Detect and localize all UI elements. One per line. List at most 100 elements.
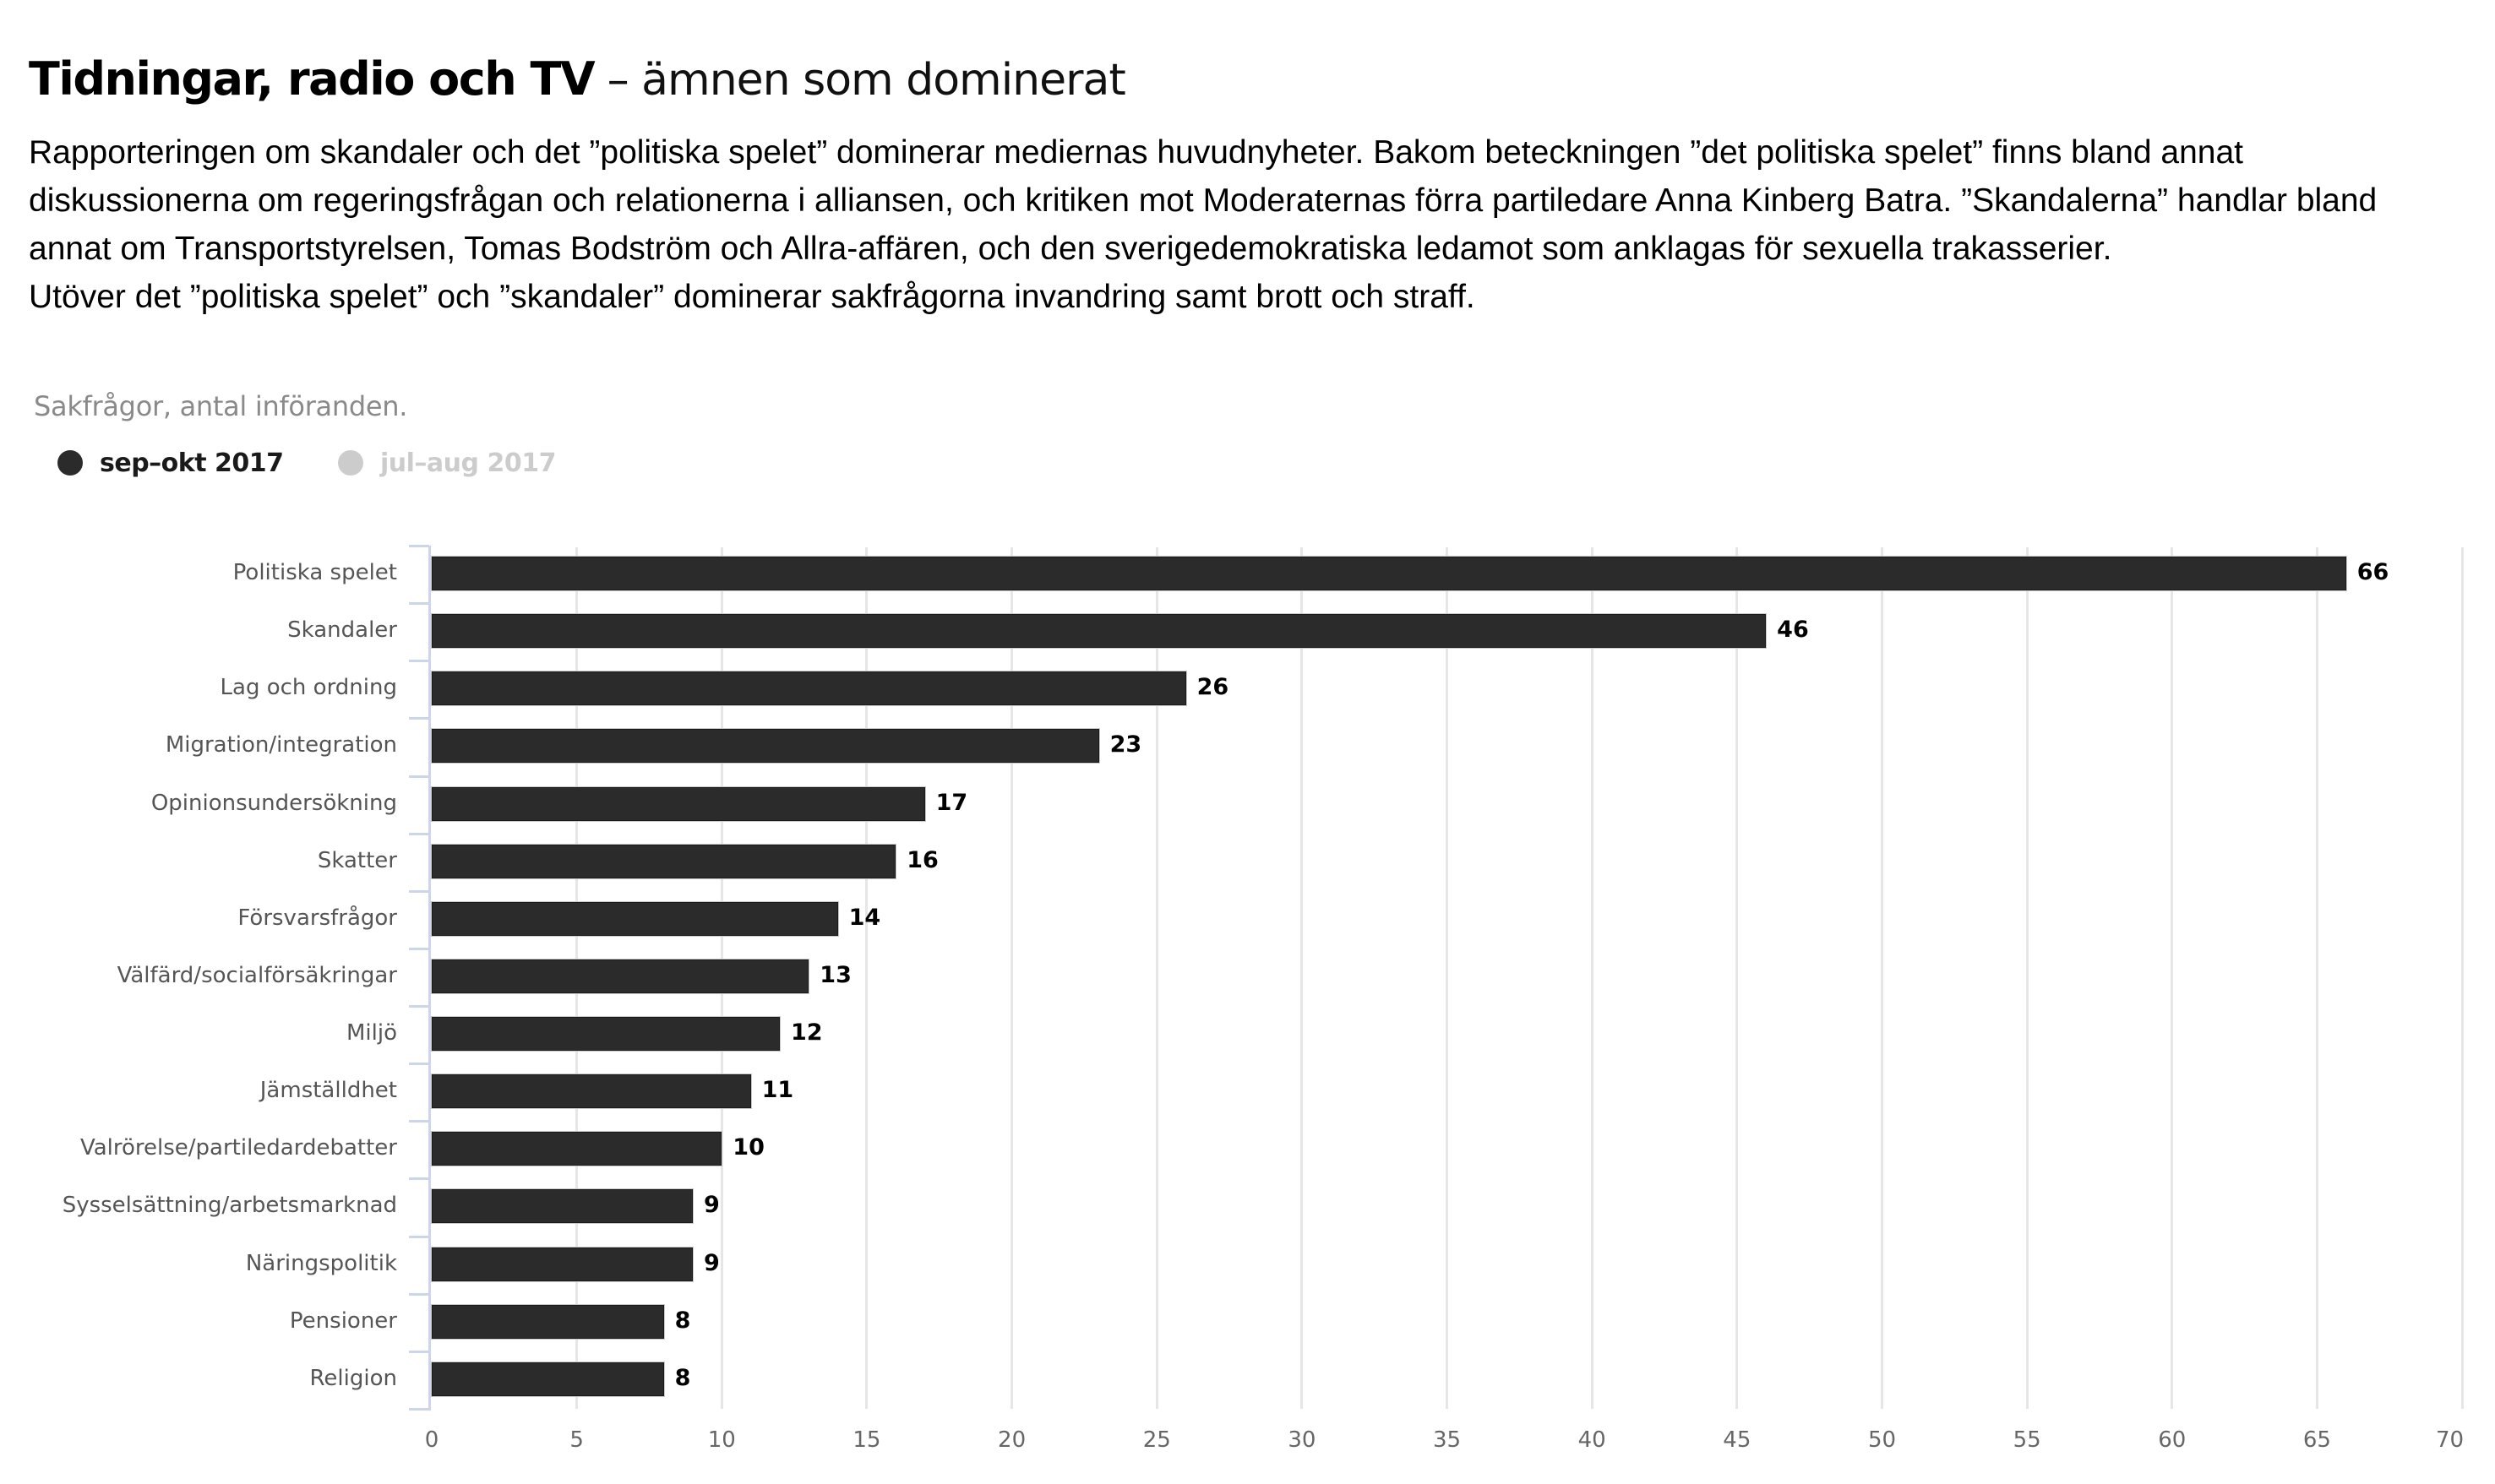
data-label: 11 (761, 1077, 794, 1104)
x-axis-label: 70 (2436, 1427, 2465, 1453)
data-label: 46 (1777, 617, 1809, 644)
gridline (1155, 547, 1158, 1409)
bar[interactable] (432, 1247, 693, 1281)
category-label: Skandaler (287, 617, 397, 644)
intro-text: Rapporteringen om skandaler och det ”pol… (29, 128, 2377, 321)
y-axis-tick (409, 889, 429, 893)
x-axis-label: 55 (2013, 1427, 2041, 1453)
bar[interactable] (432, 1017, 780, 1052)
x-axis-label: 40 (1577, 1427, 1606, 1453)
intro-line: annat om Transportstyrelsen, Tomas Bodst… (29, 231, 2112, 267)
category-label: Lag och ordning (220, 675, 397, 701)
category-label: Politiska spelet (232, 560, 397, 586)
x-axis-label: 25 (1142, 1427, 1171, 1453)
data-label: 10 (733, 1134, 765, 1161)
x-axis-label: 5 (569, 1427, 584, 1453)
data-label: 8 (674, 1307, 691, 1334)
gridline (1446, 547, 1449, 1409)
bar[interactable] (432, 959, 809, 993)
x-axis-label: 50 (1867, 1427, 1897, 1453)
gridline (1590, 547, 1593, 1409)
y-axis-tick (409, 602, 429, 606)
bar[interactable] (432, 671, 1186, 706)
x-axis-label: 35 (1433, 1427, 1462, 1453)
data-label: 8 (674, 1364, 691, 1391)
bar[interactable] (432, 786, 925, 821)
legend-label: sep–okt 2017 (100, 448, 284, 478)
x-axis-label: 10 (707, 1427, 736, 1453)
y-axis-tick (409, 1235, 429, 1238)
y-axis-tick (409, 1350, 429, 1353)
gridline (865, 547, 869, 1409)
bar[interactable] (432, 844, 896, 878)
bar[interactable] (432, 1304, 664, 1339)
y-axis-tick (409, 660, 429, 663)
bar[interactable] (432, 901, 838, 936)
y-axis-tick (409, 1063, 429, 1066)
legend-label: jul–aug 2017 (380, 448, 556, 478)
category-label: Försvarsfrågor (237, 905, 397, 931)
data-label: 66 (2356, 559, 2389, 586)
y-axis-tick (409, 1177, 429, 1181)
x-axis-label: 30 (1288, 1427, 1316, 1453)
gridline (1011, 547, 1014, 1409)
gridline (2025, 547, 2029, 1409)
intro-line: diskussionerna om regeringsfrågan och re… (29, 182, 2378, 219)
chart-title: Sakfrågor, antal införanden. (34, 390, 408, 422)
bar[interactable] (432, 1074, 751, 1109)
title-main: Tidningar, radio och TV (29, 52, 596, 106)
x-axis-label: 15 (853, 1427, 881, 1453)
bar[interactable] (432, 1189, 693, 1224)
data-label: 23 (1109, 731, 1142, 758)
data-label: 9 (703, 1192, 720, 1219)
category-label: Migration/integration (165, 732, 397, 758)
y-axis-tick (409, 1407, 429, 1411)
x-axis-label: 20 (998, 1427, 1027, 1453)
title-sub: – ämnen som dominerat (594, 55, 1126, 106)
y-axis-tick (409, 1120, 429, 1123)
x-axis-label: 60 (2158, 1427, 2187, 1453)
x-axis-label: 0 (424, 1427, 439, 1453)
category-label: Skatter (317, 847, 397, 873)
category-label: Välfärd/socialförsäkringar (117, 962, 397, 988)
data-label: 17 (935, 789, 968, 816)
bar[interactable] (432, 1362, 664, 1396)
data-label: 13 (820, 961, 852, 988)
bar[interactable] (432, 614, 1767, 649)
legend-dot-icon (57, 450, 83, 476)
y-axis-line (428, 546, 431, 1411)
y-axis-tick (409, 545, 429, 547)
x-axis-label: 65 (2302, 1427, 2331, 1453)
gridline (2171, 547, 2174, 1409)
gridline (1881, 547, 1883, 1409)
gridline (2460, 547, 2464, 1409)
bar[interactable] (432, 729, 1099, 764)
category-label: Valrörelse/partiledardebatter (79, 1135, 397, 1161)
category-label: Religion (309, 1365, 397, 1391)
y-axis-tick (409, 775, 429, 778)
data-label: 26 (1196, 674, 1229, 701)
category-label: Pensioner (289, 1307, 397, 1334)
category-label: Sysselsättning/arbetsmarknad (62, 1193, 397, 1219)
legend-item-sep-okt-2017[interactable]: sep–okt 2017 (57, 446, 284, 480)
legend-item-jul-aug-2017[interactable]: jul–aug 2017 (338, 446, 556, 480)
y-axis-tick (409, 717, 429, 720)
bar[interactable] (432, 1132, 722, 1166)
page-title: Tidningar, radio och TV – ämnen som domi… (29, 44, 1126, 114)
intro-line: Utöver det ”politiska spelet” och ”skand… (29, 279, 1475, 315)
y-axis-tick (409, 947, 429, 950)
bar[interactable] (432, 557, 2346, 591)
x-axis-label: 45 (1723, 1427, 1751, 1453)
data-label: 12 (790, 1019, 823, 1046)
category-label: Näringspolitik (245, 1250, 397, 1276)
category-label: Miljö (346, 1020, 397, 1046)
legend-dot-icon (338, 450, 363, 476)
gridline (2315, 547, 2318, 1409)
y-axis-tick (409, 1005, 429, 1008)
category-label: Opinionsundersökning (150, 790, 397, 816)
y-axis-tick (409, 832, 429, 835)
category-label: Jämställdhet (259, 1078, 397, 1104)
gridline (1300, 547, 1304, 1409)
data-label: 9 (703, 1249, 720, 1276)
